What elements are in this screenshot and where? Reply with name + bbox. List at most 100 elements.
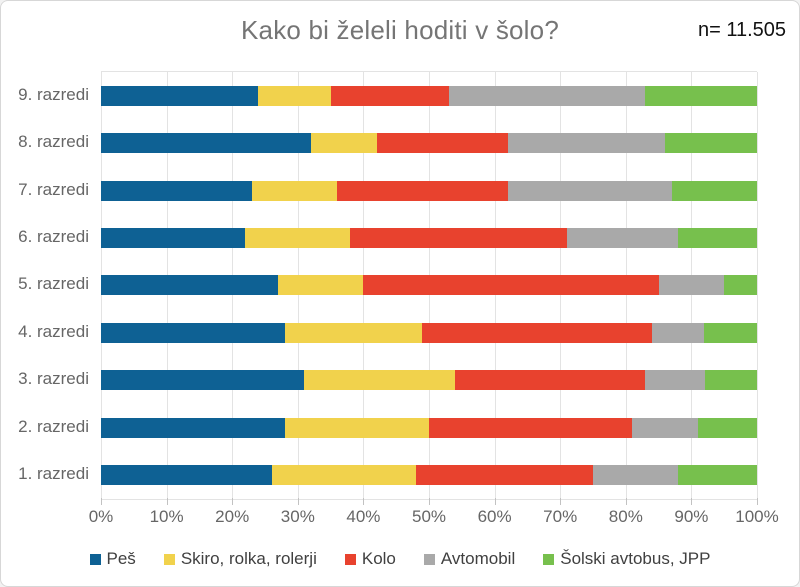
stacked-bar <box>101 85 757 106</box>
bar-segment <box>101 275 279 296</box>
legend-swatch-icon <box>423 553 435 565</box>
bar-segment <box>448 85 646 106</box>
x-axis-tick-label: 10% <box>149 507 184 526</box>
bar-row <box>101 309 757 356</box>
legend-swatch-icon <box>344 553 356 565</box>
bar-segment <box>704 322 757 343</box>
axis-tick <box>560 498 562 505</box>
stacked-bar <box>101 370 757 391</box>
axis-tick <box>691 498 693 505</box>
bar-segment <box>422 322 653 343</box>
bar-segment <box>258 85 331 106</box>
x-axis-tick-label: 80% <box>608 507 643 526</box>
x-axis-tick-label: 60% <box>477 507 512 526</box>
bar-segment <box>245 228 351 249</box>
stacked-bar <box>101 275 757 296</box>
gridline <box>757 72 758 499</box>
legend-swatch-icon <box>89 553 101 565</box>
bar-segment <box>271 465 416 486</box>
bar-segment <box>101 370 305 391</box>
legend-swatch-icon <box>543 553 555 565</box>
axis-tick <box>232 498 234 505</box>
y-axis-category-label: 9. razredi <box>18 84 89 104</box>
plot-area <box>101 71 758 500</box>
stacked-bar <box>101 465 757 486</box>
bar-segment <box>278 275 364 296</box>
x-axis-tick-label: 100% <box>735 507 779 526</box>
legend-swatch-icon <box>163 553 175 565</box>
bar-row <box>101 119 757 166</box>
x-axis-tick-label: 30% <box>280 507 315 526</box>
bar-segment <box>251 180 338 201</box>
bar-segment <box>310 133 377 154</box>
legend-item: Šolski avtobus, JPP <box>543 549 710 569</box>
y-axis-category-label: 2. razredi <box>18 416 89 436</box>
bar-segment <box>724 275 757 296</box>
x-axis-tick-label: 70% <box>543 507 578 526</box>
bar-row <box>101 452 757 499</box>
bar-segment <box>678 465 757 486</box>
stacked-bar <box>101 322 757 343</box>
bar-segment <box>101 180 252 201</box>
y-axis-category-label: 5. razredi <box>18 274 89 294</box>
chart-title: Kako bi želeli hoditi v šolo? <box>241 15 559 45</box>
x-axis-labels: 0% 10% 20% 30% 40% 50% 60% 70% 80% 90% 100% <box>89 507 779 527</box>
bar-row <box>101 72 757 119</box>
legend: Peš Skiro, rolka, rolerji Kolo Avtomobil Šol… <box>1 549 799 569</box>
bar-segment <box>101 465 272 486</box>
bar-segment <box>284 417 429 438</box>
bar-segment <box>658 275 725 296</box>
stacked-bar <box>101 417 757 438</box>
bar-segment <box>645 85 757 106</box>
bar-segment <box>652 322 705 343</box>
bar-segment <box>337 180 508 201</box>
bar-segment <box>645 370 705 391</box>
y-axis-category-label: 4. razredi <box>18 321 89 341</box>
bar-segment <box>507 133 666 154</box>
bar-row <box>101 404 757 451</box>
legend-item: Avtomobil <box>423 549 515 569</box>
bar-segment <box>592 465 679 486</box>
y-axis-labels: 9. razredi 8. razredi 7. razredi 6. razredi… <box>1 71 89 498</box>
bar-segment <box>428 417 633 438</box>
bar-segment <box>415 465 593 486</box>
axis-tick <box>297 498 299 505</box>
bar-segment <box>101 228 246 249</box>
y-axis-category-label: 3. razredi <box>18 369 89 389</box>
x-axis-tick-label: 0% <box>88 507 114 526</box>
bar-segment <box>697 417 757 438</box>
bar-row <box>101 357 757 404</box>
y-axis-category-label: 7. razredi <box>18 179 89 199</box>
bar-segment <box>376 133 508 154</box>
legend-label: Šolski avtobus, JPP <box>560 549 711 568</box>
axis-tick <box>429 498 430 505</box>
bar-rows <box>101 72 757 499</box>
x-axis-tick-label: 90% <box>674 507 709 526</box>
axis-tick <box>166 498 168 505</box>
bar-segment <box>350 228 567 249</box>
bar-segment <box>671 180 757 201</box>
bar-segment <box>632 417 698 438</box>
stacked-bar <box>101 228 757 249</box>
y-axis-category-label: 1. razredi <box>18 464 89 484</box>
axis-tick <box>363 498 365 505</box>
bar-segment <box>665 133 757 154</box>
stacked-bar <box>101 180 757 201</box>
bar-segment <box>363 275 659 296</box>
bar-segment <box>101 322 285 343</box>
bar-segment <box>507 180 672 201</box>
x-axis-tick-label: 50% <box>411 507 447 526</box>
bar-segment <box>566 228 679 249</box>
x-axis-ticks <box>101 498 758 505</box>
legend-item: Peš <box>89 549 136 569</box>
legend-label: Peš <box>106 549 136 568</box>
bar-segment <box>678 228 757 249</box>
bar-segment <box>304 370 456 391</box>
bar-segment <box>101 417 285 438</box>
axis-tick <box>494 498 496 505</box>
bar-row <box>101 214 757 261</box>
x-axis-tick-label: 40% <box>346 507 381 526</box>
legend-item: Kolo <box>344 549 396 569</box>
legend-label: Kolo <box>361 549 396 568</box>
